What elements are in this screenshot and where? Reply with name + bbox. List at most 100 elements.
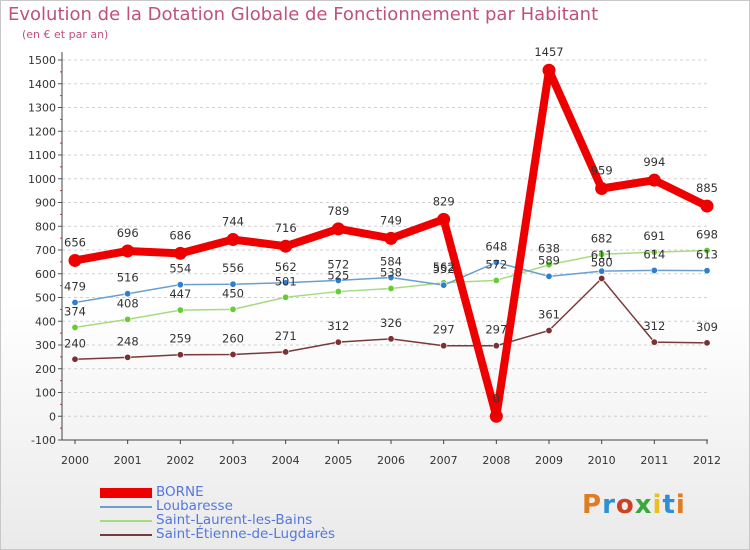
- data-label: 562: [433, 260, 455, 274]
- data-point: [229, 350, 237, 358]
- data-point: [387, 335, 395, 343]
- x-tick-label: 2009: [535, 454, 563, 467]
- data-label: 584: [380, 255, 402, 269]
- legend-swatch-saint-etienne: [100, 534, 152, 536]
- data-label: 994: [643, 155, 665, 169]
- data-label: 959: [591, 163, 613, 177]
- data-label: 538: [380, 265, 402, 279]
- data-point: [334, 288, 342, 296]
- data-label: 259: [169, 332, 191, 346]
- legend-label-loubaresse: Loubaresse: [156, 498, 233, 514]
- data-point: [647, 173, 661, 187]
- y-tick-label: 100: [35, 387, 56, 400]
- data-point: [279, 239, 293, 253]
- data-point: [703, 339, 711, 347]
- y-tick-label: 1500: [28, 54, 56, 67]
- legend-swatch-loubaresse: [100, 506, 152, 508]
- data-point: [387, 274, 395, 282]
- logo-letter: i: [652, 490, 663, 520]
- data-point: [71, 323, 79, 331]
- data-label: 789: [327, 204, 349, 218]
- data-label: 326: [380, 316, 402, 330]
- data-point: [595, 181, 609, 195]
- data-label: 614: [643, 247, 665, 261]
- data-label: 297: [485, 323, 507, 337]
- logo-letter: i: [675, 490, 686, 520]
- data-label: 698: [696, 227, 718, 241]
- x-tick-label: 2001: [114, 454, 142, 467]
- x-tick-label: 2008: [482, 454, 510, 467]
- data-label: 696: [117, 226, 139, 240]
- x-tick-label: 2007: [430, 454, 458, 467]
- data-label: 516: [117, 271, 139, 285]
- y-tick-label: 500: [35, 292, 56, 305]
- data-point: [492, 276, 500, 284]
- data-point: [229, 280, 237, 288]
- chart-title: Evolution de la Dotation Globale de Fonc…: [8, 4, 599, 25]
- y-tick-label: 1000: [28, 173, 56, 186]
- data-point: [71, 298, 79, 306]
- data-point: [282, 293, 290, 301]
- y-tick-label: 300: [35, 339, 56, 352]
- data-point: [489, 409, 503, 423]
- data-point: [68, 253, 82, 267]
- data-label: 309: [696, 320, 718, 334]
- chart-legend: BORNE Loubaresse Saint-Laurent-les-Bains…: [100, 484, 420, 542]
- data-label: 552: [433, 262, 455, 276]
- y-tick-label: -100: [31, 434, 56, 447]
- data-point: [437, 212, 451, 226]
- data-point: [387, 284, 395, 292]
- logo-letter: o: [615, 490, 635, 520]
- x-tick-label: 2004: [272, 454, 300, 467]
- proxiti-logo: Proxiti: [582, 490, 686, 520]
- data-point: [71, 355, 79, 363]
- data-point: [650, 338, 658, 346]
- data-label: 1457: [534, 45, 563, 59]
- legend-label-saint-etienne: Saint-Étienne-de-Lugdarès: [156, 526, 336, 542]
- data-point: [650, 248, 658, 256]
- data-label: 554: [169, 262, 191, 276]
- y-tick-label: 200: [35, 363, 56, 376]
- data-label: 716: [275, 221, 297, 235]
- data-label: 501: [275, 274, 297, 288]
- data-label: 589: [538, 253, 560, 267]
- data-label: 682: [591, 231, 613, 245]
- data-label: 447: [169, 287, 191, 301]
- data-point: [124, 290, 132, 298]
- data-label: 556: [222, 261, 244, 275]
- data-point: [176, 281, 184, 289]
- logo-letter: P: [582, 490, 603, 520]
- x-tick-label: 2003: [219, 454, 247, 467]
- legend-item-saint-laurent: Saint-Laurent-les-Bains: [100, 512, 420, 528]
- data-label: 638: [538, 242, 560, 256]
- x-tick-label: 2010: [588, 454, 616, 467]
- data-point: [545, 327, 553, 335]
- data-point: [440, 281, 448, 289]
- legend-label-borne: BORNE: [156, 484, 204, 500]
- data-label: 572: [327, 257, 349, 271]
- data-point: [700, 199, 714, 213]
- legend-swatch-borne: [100, 488, 152, 498]
- data-label: 648: [485, 239, 507, 253]
- y-tick-label: 400: [35, 315, 56, 328]
- x-tick-label: 2011: [640, 454, 668, 467]
- data-point: [124, 353, 132, 361]
- data-label: 744: [222, 215, 244, 229]
- data-point: [703, 267, 711, 275]
- data-label: 829: [433, 194, 455, 208]
- data-point: [492, 342, 500, 350]
- data-label: 312: [327, 319, 349, 333]
- data-point: [331, 222, 345, 236]
- data-point: [176, 351, 184, 359]
- data-label: 312: [643, 319, 665, 333]
- data-point: [492, 258, 500, 266]
- data-point: [282, 279, 290, 287]
- legend-label-saint-laurent: Saint-Laurent-les-Bains: [156, 512, 313, 528]
- data-point: [598, 250, 606, 258]
- data-point: [703, 246, 711, 254]
- legend-item-borne: BORNE: [100, 484, 420, 500]
- y-tick-label: 900: [35, 197, 56, 210]
- data-label: 611: [591, 248, 613, 262]
- data-point: [384, 231, 398, 245]
